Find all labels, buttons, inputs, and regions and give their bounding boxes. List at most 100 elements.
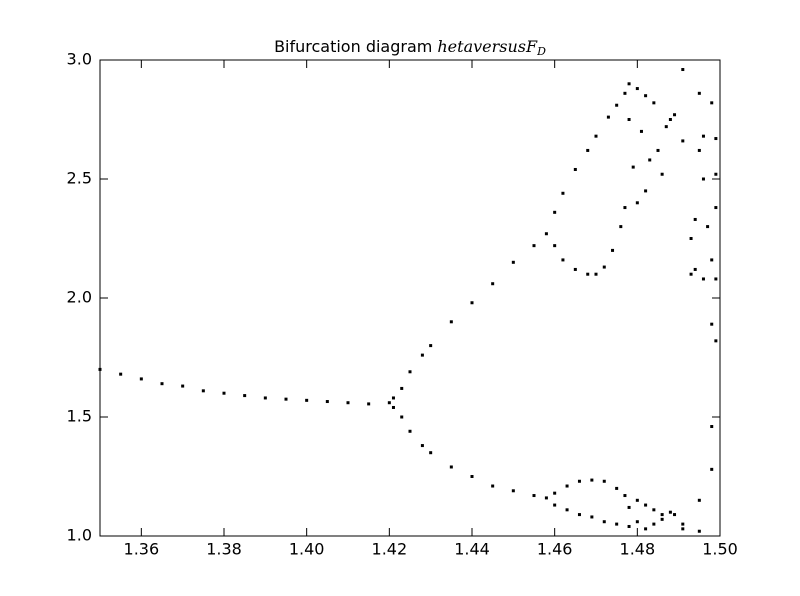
point [160, 382, 164, 386]
point [710, 467, 714, 471]
point [420, 353, 424, 357]
point [627, 524, 631, 528]
point [511, 260, 515, 264]
point [619, 225, 623, 229]
point [577, 513, 581, 517]
point [652, 508, 656, 512]
y-tick-label: 2.0 [67, 288, 92, 307]
x-tick-label: 1.50 [702, 540, 738, 559]
point [639, 129, 643, 133]
point [222, 391, 226, 395]
point [491, 484, 495, 488]
y-tick-label: 1.0 [67, 526, 92, 545]
point [615, 486, 619, 490]
point [391, 396, 395, 400]
point [544, 496, 548, 500]
point [664, 125, 668, 129]
point [408, 370, 412, 374]
point [594, 272, 598, 276]
point [544, 232, 548, 236]
x-tick-label: 1.42 [372, 540, 408, 559]
point [710, 425, 714, 429]
point [305, 398, 309, 402]
point [627, 118, 631, 121]
point [201, 389, 205, 393]
point [644, 189, 648, 193]
point [635, 201, 639, 205]
point [577, 479, 581, 483]
point [644, 527, 648, 531]
title-math: hetaversusF [437, 37, 538, 56]
point [586, 272, 590, 276]
point [391, 405, 395, 409]
point [491, 282, 495, 286]
point [701, 277, 705, 281]
point [714, 137, 718, 141]
point [532, 244, 536, 248]
point [606, 115, 610, 119]
point [714, 339, 718, 343]
point [668, 510, 672, 514]
point [346, 401, 350, 405]
point [710, 101, 714, 105]
point [470, 475, 474, 478]
point [243, 394, 247, 398]
point [644, 503, 648, 507]
point [590, 478, 594, 482]
point [635, 87, 639, 91]
point [586, 148, 590, 152]
point [400, 386, 404, 390]
point [697, 148, 701, 152]
point [693, 267, 697, 271]
point [673, 113, 677, 117]
point [656, 148, 660, 152]
x-tick-label: 1.40 [289, 540, 325, 559]
title-text: Bifurcation diagram [274, 37, 432, 56]
point [673, 513, 677, 517]
point [511, 489, 515, 493]
point [693, 217, 697, 221]
x-tick-label: 1.44 [454, 540, 490, 559]
point [367, 402, 371, 406]
point [400, 415, 404, 419]
point [697, 91, 701, 95]
point [644, 94, 648, 98]
x-tick-label: 1.38 [206, 540, 242, 559]
point [660, 517, 664, 521]
point [668, 118, 672, 121]
point [714, 206, 718, 210]
x-tick-label: 1.46 [537, 540, 573, 559]
point [420, 444, 424, 448]
point [631, 165, 635, 169]
point [590, 515, 594, 519]
point [615, 103, 619, 107]
point [325, 400, 329, 404]
point [689, 237, 693, 240]
point [553, 503, 557, 507]
point [429, 451, 433, 455]
point [681, 522, 685, 526]
point [602, 479, 606, 483]
point [449, 320, 453, 324]
y-tick-label: 3.0 [67, 50, 92, 69]
point [635, 520, 639, 524]
point [429, 344, 433, 348]
point [611, 248, 615, 252]
point [284, 397, 288, 401]
point [561, 191, 565, 195]
point [623, 494, 627, 498]
point [681, 68, 685, 72]
point [697, 529, 701, 533]
y-tick-label: 2.5 [67, 169, 92, 188]
point [573, 267, 577, 271]
point [710, 322, 714, 326]
point [627, 505, 631, 509]
y-tick-label: 1.5 [67, 407, 92, 426]
point [561, 258, 565, 262]
point [623, 91, 627, 95]
point [615, 522, 619, 526]
point [681, 527, 685, 531]
